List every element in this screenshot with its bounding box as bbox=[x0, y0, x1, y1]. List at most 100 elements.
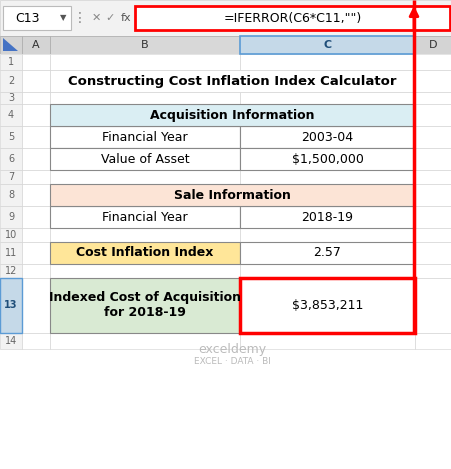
Bar bbox=[22, 36, 50, 54]
Text: 12: 12 bbox=[5, 266, 17, 276]
Bar bbox=[414, 184, 451, 206]
Bar bbox=[50, 126, 239, 148]
Bar bbox=[0, 264, 22, 278]
Bar bbox=[22, 104, 50, 126]
Bar bbox=[50, 126, 239, 148]
Text: ⋮: ⋮ bbox=[73, 11, 87, 25]
Bar bbox=[0, 278, 22, 333]
Bar bbox=[239, 228, 414, 242]
Text: Cost Inflation Index: Cost Inflation Index bbox=[76, 247, 213, 259]
Text: exceldemy: exceldemy bbox=[198, 342, 266, 356]
Bar bbox=[0, 92, 22, 104]
Text: D: D bbox=[428, 40, 437, 50]
Text: Constructing Cost Inflation Index Calculator: Constructing Cost Inflation Index Calcul… bbox=[68, 75, 396, 88]
Bar bbox=[50, 36, 239, 54]
Text: =IFERROR(C6*C11,""): =IFERROR(C6*C11,"") bbox=[223, 12, 361, 24]
Bar bbox=[22, 228, 50, 242]
Text: 10: 10 bbox=[5, 230, 17, 240]
Bar bbox=[414, 206, 451, 228]
Bar bbox=[414, 242, 451, 264]
Text: ✕: ✕ bbox=[91, 13, 101, 23]
Bar bbox=[22, 278, 50, 333]
Bar bbox=[50, 70, 239, 92]
Bar bbox=[414, 170, 451, 184]
Bar bbox=[22, 170, 50, 184]
Bar bbox=[239, 54, 414, 70]
Bar bbox=[22, 242, 50, 264]
Bar bbox=[22, 70, 50, 92]
Bar bbox=[239, 242, 414, 264]
Text: Financial Year: Financial Year bbox=[102, 211, 188, 224]
Bar bbox=[50, 333, 239, 349]
Bar bbox=[0, 206, 22, 228]
Bar bbox=[239, 148, 414, 170]
Bar bbox=[50, 242, 239, 264]
Bar bbox=[0, 70, 22, 92]
Bar bbox=[50, 170, 239, 184]
Bar bbox=[22, 148, 50, 170]
Bar bbox=[0, 0, 451, 36]
Text: 2: 2 bbox=[8, 76, 14, 86]
Bar bbox=[239, 92, 414, 104]
Text: A: A bbox=[32, 40, 40, 50]
Text: ▼: ▼ bbox=[60, 14, 66, 23]
Bar bbox=[0, 104, 22, 126]
Text: fx: fx bbox=[120, 13, 131, 23]
Bar bbox=[239, 206, 414, 228]
Text: 14: 14 bbox=[5, 336, 17, 346]
Bar bbox=[414, 70, 451, 92]
Bar bbox=[414, 126, 451, 148]
Text: Acquisition Information: Acquisition Information bbox=[150, 108, 314, 121]
Text: 2018-19: 2018-19 bbox=[301, 211, 353, 224]
Bar bbox=[239, 126, 414, 148]
Bar bbox=[414, 36, 451, 54]
Bar bbox=[22, 206, 50, 228]
Text: 9: 9 bbox=[8, 212, 14, 222]
Bar bbox=[239, 242, 414, 264]
Text: C: C bbox=[323, 40, 331, 50]
Bar bbox=[50, 184, 414, 206]
Text: Value of Asset: Value of Asset bbox=[101, 152, 189, 166]
Bar bbox=[50, 104, 414, 126]
Bar bbox=[50, 92, 239, 104]
Bar bbox=[239, 278, 414, 333]
Bar bbox=[239, 148, 414, 170]
Text: Sale Information: Sale Information bbox=[174, 189, 290, 202]
Text: 11: 11 bbox=[5, 248, 17, 258]
Bar bbox=[0, 228, 22, 242]
Text: 7: 7 bbox=[8, 172, 14, 182]
Bar bbox=[50, 70, 414, 92]
Bar bbox=[0, 54, 22, 70]
Text: Financial Year: Financial Year bbox=[102, 130, 188, 144]
Bar bbox=[0, 54, 451, 469]
Bar bbox=[135, 6, 449, 30]
Bar bbox=[50, 206, 239, 228]
Bar bbox=[22, 54, 50, 70]
Bar bbox=[50, 278, 239, 333]
Text: 13: 13 bbox=[4, 301, 18, 310]
Text: ✓: ✓ bbox=[105, 13, 115, 23]
Bar bbox=[0, 184, 22, 206]
Bar bbox=[0, 36, 22, 54]
Text: B: B bbox=[141, 40, 148, 50]
Bar bbox=[50, 278, 239, 333]
Text: $3,853,211: $3,853,211 bbox=[291, 299, 363, 312]
Bar bbox=[50, 148, 239, 170]
Text: 8: 8 bbox=[8, 190, 14, 200]
Bar bbox=[239, 36, 414, 54]
Bar bbox=[50, 228, 239, 242]
Bar bbox=[239, 126, 414, 148]
Bar bbox=[239, 264, 414, 278]
Polygon shape bbox=[3, 38, 18, 51]
Bar bbox=[414, 92, 451, 104]
Bar bbox=[0, 333, 22, 349]
Text: Indexed Cost of Acquisition
for 2018-19: Indexed Cost of Acquisition for 2018-19 bbox=[49, 292, 240, 319]
Bar bbox=[414, 264, 451, 278]
Bar bbox=[50, 104, 239, 126]
Bar bbox=[0, 148, 22, 170]
Bar bbox=[239, 70, 414, 92]
Text: 1: 1 bbox=[8, 57, 14, 67]
Bar bbox=[22, 264, 50, 278]
Bar bbox=[3, 6, 71, 30]
Bar bbox=[414, 148, 451, 170]
